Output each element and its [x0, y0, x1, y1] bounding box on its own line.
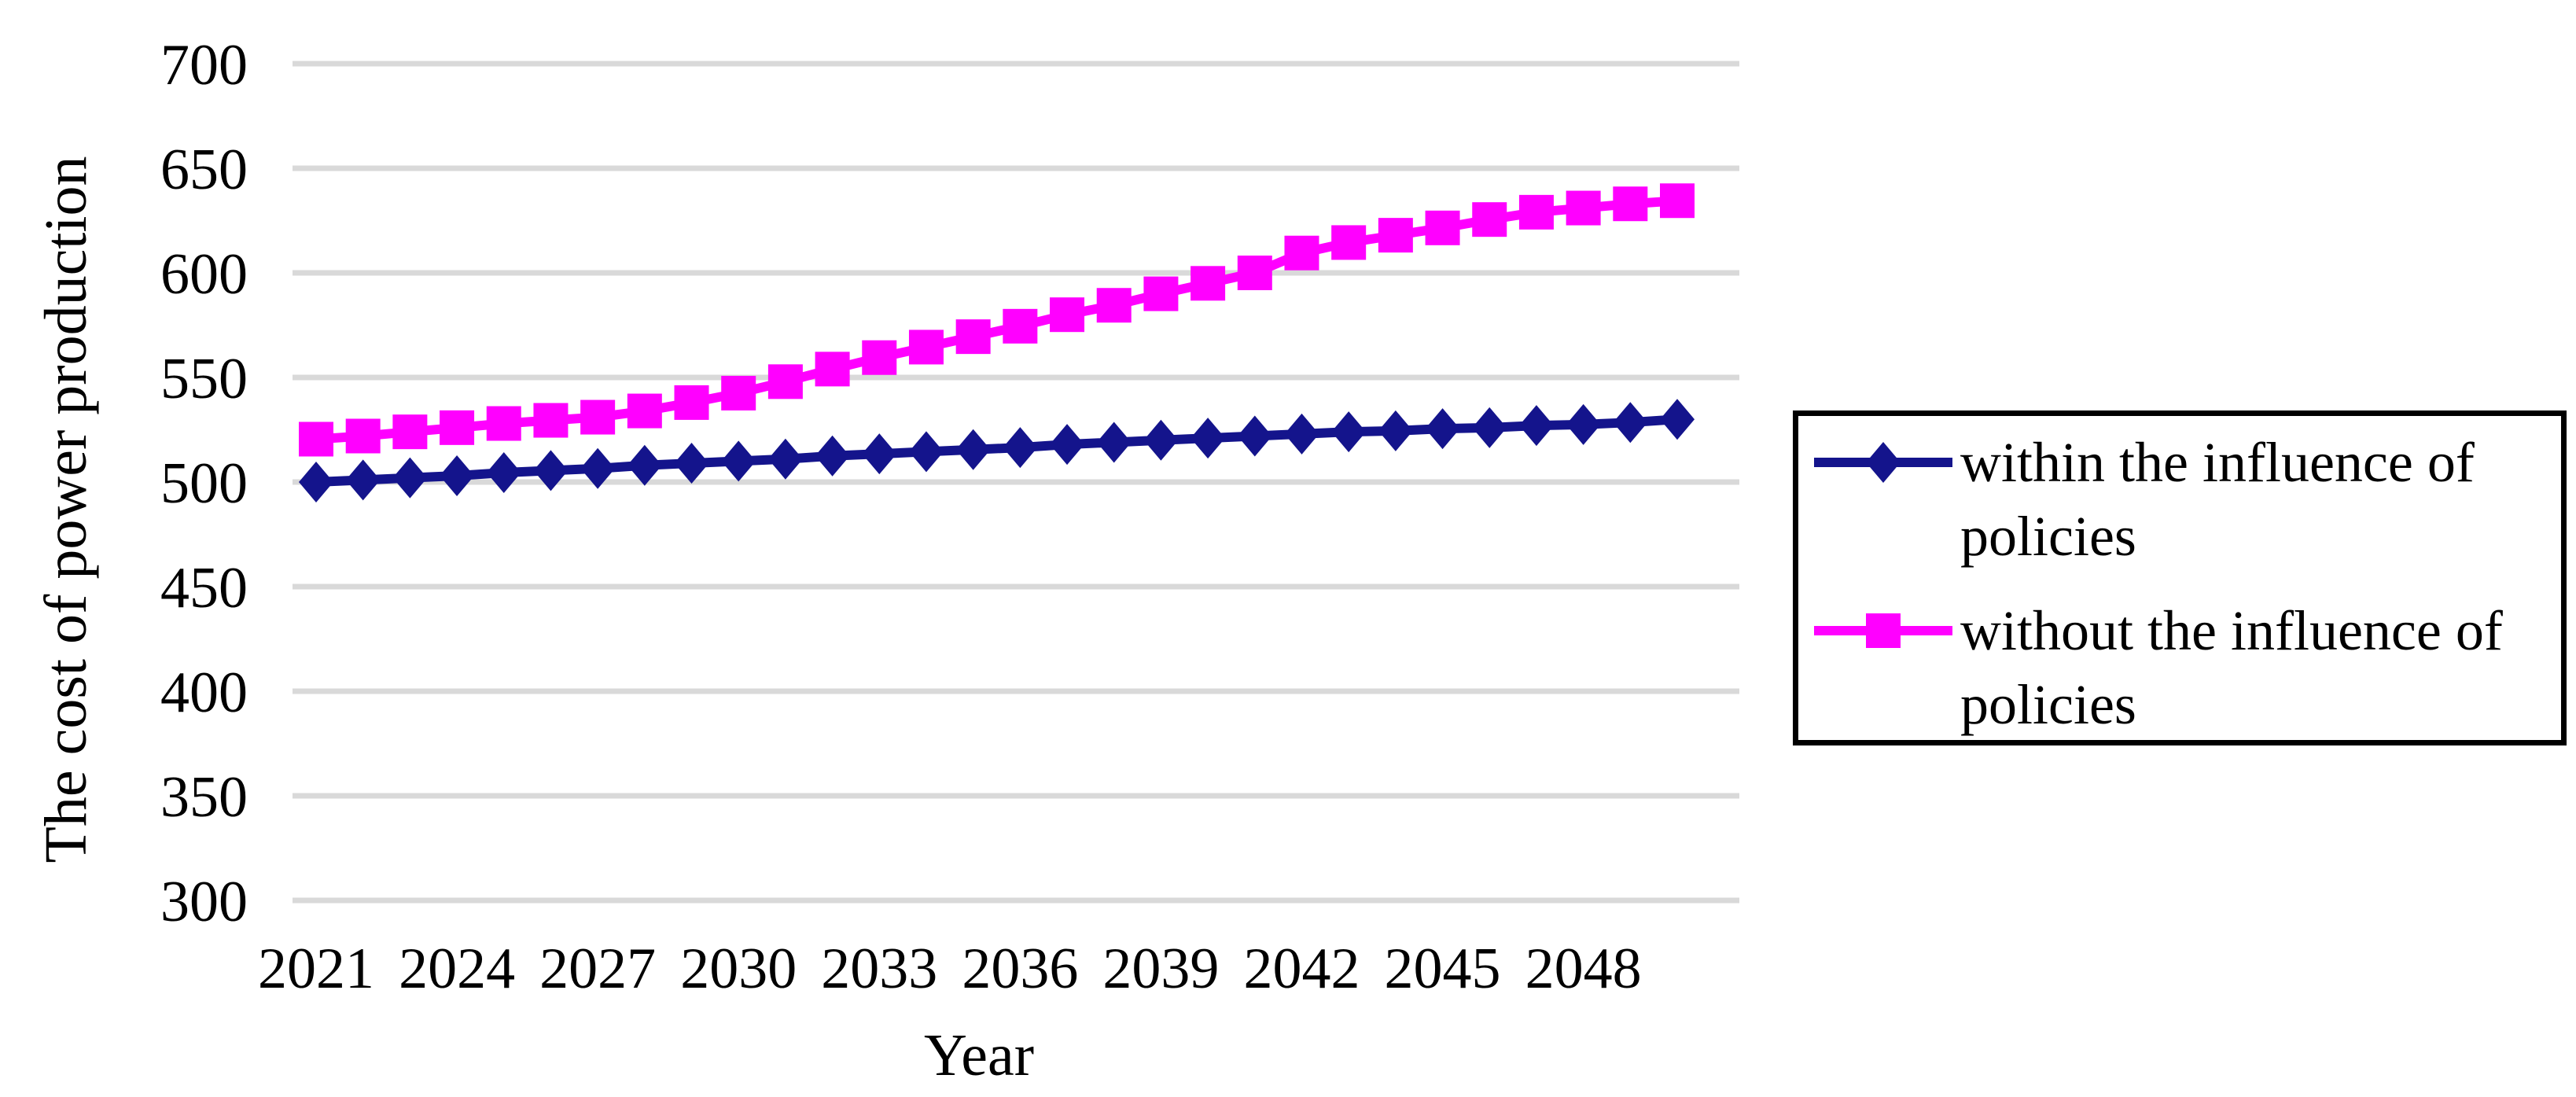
x-tick-label: 2039	[1102, 937, 1219, 1001]
marker-square	[345, 418, 381, 454]
legend-diamond-icon	[1866, 442, 1901, 483]
marker-square	[486, 406, 521, 441]
x-tick-label: 2048	[1525, 937, 1642, 1001]
x-tick-label: 2045	[1385, 937, 1501, 1001]
marker-diamond	[1425, 408, 1460, 450]
marker-square	[1378, 218, 1413, 253]
marker-diamond	[767, 438, 803, 480]
marker-square	[1237, 256, 1272, 290]
marker-diamond	[486, 452, 521, 494]
y-tick-label: 650	[160, 138, 248, 202]
legend-label-within-policies: within the influence of policies	[1960, 431, 2475, 568]
marker-diamond	[440, 455, 475, 497]
marker-diamond	[1096, 421, 1132, 463]
marker-square	[392, 414, 428, 450]
x-tick-label: 2021	[258, 937, 374, 1001]
marker-diamond	[392, 457, 428, 499]
marker-diamond	[1284, 413, 1319, 455]
marker-square	[1472, 202, 1507, 237]
marker-square	[674, 385, 709, 420]
x-tick-label: 2027	[539, 937, 656, 1001]
y-tick-label: 400	[160, 661, 248, 725]
marker-diamond	[345, 459, 381, 501]
marker-square	[1660, 183, 1695, 219]
marker-square	[533, 403, 569, 438]
marker-square	[1518, 194, 1554, 230]
marker-diamond	[1660, 399, 1695, 440]
marker-diamond	[1566, 403, 1601, 445]
marker-diamond	[1518, 405, 1554, 447]
legend-swatch-square-icon	[1814, 613, 1952, 648]
marker-square	[1096, 288, 1132, 323]
marker-diamond	[862, 433, 897, 475]
marker-diamond	[1190, 418, 1226, 459]
marker-diamond	[533, 450, 569, 491]
marker-square	[1003, 308, 1038, 344]
y-axis-title: The cost of power production	[33, 156, 99, 863]
marker-square	[1284, 235, 1319, 271]
marker-diamond	[908, 431, 944, 473]
marker-square	[767, 364, 803, 399]
marker-square	[1050, 297, 1085, 333]
y-tick-label: 500	[160, 451, 248, 516]
marker-diamond	[580, 447, 616, 489]
legend-swatch-diamond-icon	[1814, 442, 1952, 483]
marker-diamond	[955, 429, 991, 470]
marker-square	[440, 410, 475, 445]
marker-diamond	[299, 462, 333, 502]
marker-square	[1331, 225, 1367, 260]
marker-square	[1425, 210, 1460, 245]
marker-diamond	[1613, 402, 1648, 444]
marker-diamond	[721, 440, 756, 482]
marker-square	[908, 329, 944, 365]
marker-diamond	[1237, 415, 1272, 457]
marker-square	[1613, 186, 1648, 222]
marker-square	[1143, 276, 1179, 311]
marker-square	[1190, 266, 1226, 301]
marker-diamond	[1003, 427, 1038, 469]
y-tick-label: 450	[160, 556, 248, 620]
x-tick-label: 2036	[962, 937, 1078, 1001]
y-tick-label: 350	[160, 765, 248, 830]
marker-diamond	[1472, 407, 1507, 448]
marker-square	[815, 352, 850, 387]
marker-square	[627, 393, 662, 429]
marker-diamond	[1378, 410, 1413, 451]
marker-diamond	[1143, 419, 1179, 461]
x-tick-label: 2024	[399, 937, 515, 1001]
x-tick-label: 2030	[680, 937, 797, 1001]
y-tick-label: 600	[160, 242, 248, 307]
marker-diamond	[1050, 424, 1085, 466]
x-tick-label: 2042	[1243, 937, 1360, 1001]
marker-square	[1566, 190, 1601, 226]
legend-label-without-policies: without the influence of policies	[1960, 599, 2503, 736]
x-tick-label: 2033	[821, 937, 937, 1001]
marker-square	[580, 399, 616, 435]
marker-square	[299, 421, 333, 457]
marker-diamond	[674, 443, 709, 484]
marker-diamond	[627, 444, 662, 486]
y-tick-label: 700	[160, 33, 248, 98]
marker-square	[862, 340, 897, 375]
y-tick-label: 300	[160, 870, 248, 934]
legend-square-icon	[1866, 613, 1901, 648]
marker-diamond	[815, 435, 850, 477]
y-tick-label: 550	[160, 347, 248, 411]
marker-square	[721, 375, 756, 410]
legend: within the influence of policies without…	[1793, 410, 2567, 745]
x-axis-title: Year	[923, 1022, 1035, 1088]
marker-diamond	[1331, 411, 1367, 453]
marker-square	[955, 319, 991, 355]
